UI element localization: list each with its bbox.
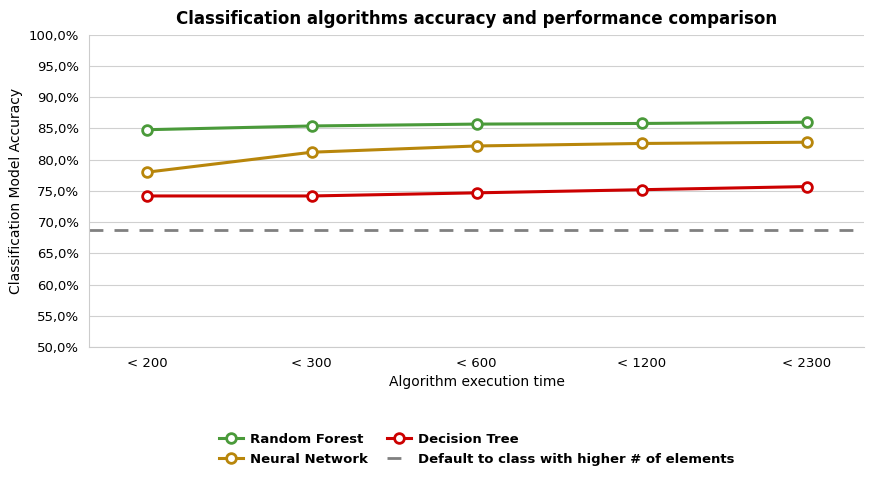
Decision Tree	[636, 186, 647, 192]
Decision Tree	[471, 190, 482, 196]
Default to class with higher # of elements	[142, 227, 152, 233]
X-axis label: Algorithm execution time: Algorithm execution time	[388, 375, 565, 389]
Legend: Random Forest, Neural Network, Decision Tree, Default to class with higher # of : Random Forest, Neural Network, Decision …	[219, 433, 734, 466]
Neural Network	[307, 149, 317, 155]
Title: Classification algorithms accuracy and performance comparison: Classification algorithms accuracy and p…	[176, 9, 777, 28]
Neural Network	[801, 139, 812, 145]
Line: Neural Network: Neural Network	[142, 137, 812, 177]
Neural Network	[471, 143, 482, 149]
Random Forest	[801, 119, 812, 125]
Line: Decision Tree: Decision Tree	[142, 182, 812, 201]
Default to class with higher # of elements	[307, 227, 317, 233]
Neural Network	[142, 169, 152, 175]
Decision Tree	[801, 184, 812, 189]
Random Forest	[636, 121, 647, 126]
Random Forest	[471, 121, 482, 127]
Decision Tree	[307, 193, 317, 199]
Decision Tree	[142, 193, 152, 199]
Neural Network	[636, 140, 647, 146]
Random Forest	[142, 127, 152, 133]
Line: Random Forest: Random Forest	[142, 118, 812, 134]
Y-axis label: Classification Model Accuracy: Classification Model Accuracy	[10, 88, 23, 294]
Random Forest	[307, 123, 317, 129]
